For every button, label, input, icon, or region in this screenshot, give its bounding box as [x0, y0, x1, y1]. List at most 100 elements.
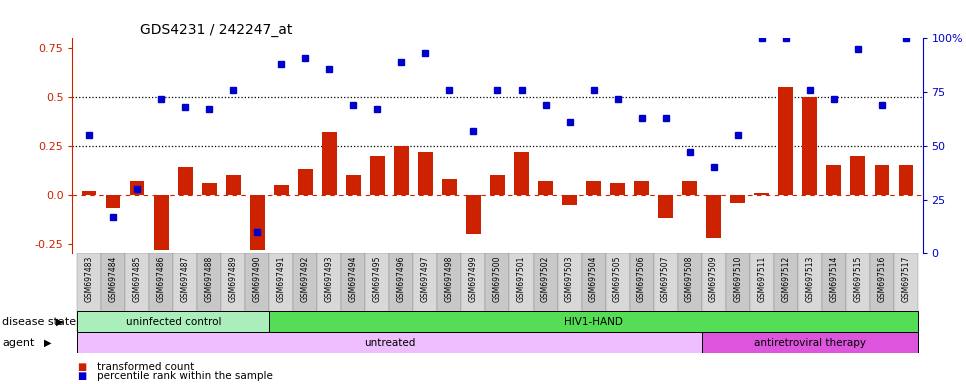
- Bar: [750, 253, 774, 332]
- Text: GSM697495: GSM697495: [373, 256, 382, 302]
- Text: ■: ■: [77, 362, 87, 372]
- Bar: [106, 195, 121, 209]
- Text: GSM697515: GSM697515: [853, 256, 863, 302]
- Bar: [706, 195, 721, 238]
- Bar: [677, 253, 701, 332]
- Bar: [226, 175, 241, 195]
- Bar: [635, 181, 649, 195]
- Bar: [630, 253, 654, 332]
- Text: GSM697502: GSM697502: [541, 256, 550, 302]
- Bar: [346, 175, 360, 195]
- Text: GSM697497: GSM697497: [421, 256, 430, 302]
- Text: GSM697488: GSM697488: [205, 256, 213, 302]
- Text: untreated: untreated: [364, 338, 415, 348]
- Bar: [606, 253, 630, 332]
- Bar: [898, 166, 913, 195]
- Bar: [654, 253, 677, 332]
- Text: GSM697496: GSM697496: [397, 256, 406, 302]
- Bar: [582, 253, 606, 332]
- Bar: [250, 195, 265, 250]
- Bar: [370, 156, 384, 195]
- Bar: [514, 152, 528, 195]
- Bar: [202, 183, 216, 195]
- Bar: [130, 181, 145, 195]
- Bar: [245, 253, 270, 332]
- Bar: [827, 166, 840, 195]
- Text: GSM697487: GSM697487: [181, 256, 189, 302]
- Text: GSM697505: GSM697505: [613, 256, 622, 302]
- Text: GSM697484: GSM697484: [109, 256, 118, 302]
- Bar: [150, 253, 173, 332]
- Text: GSM697513: GSM697513: [806, 256, 814, 302]
- Text: HIV1-HAND: HIV1-HAND: [564, 316, 623, 327]
- Bar: [413, 253, 438, 332]
- Text: GSM697510: GSM697510: [733, 256, 742, 302]
- Text: transformed count: transformed count: [97, 362, 194, 372]
- Bar: [730, 195, 745, 203]
- Bar: [725, 253, 750, 332]
- Bar: [270, 311, 918, 332]
- Text: uninfected control: uninfected control: [126, 316, 221, 327]
- Bar: [467, 195, 481, 234]
- Text: GSM697492: GSM697492: [300, 256, 310, 302]
- Bar: [894, 253, 918, 332]
- Bar: [798, 253, 822, 332]
- Bar: [77, 332, 701, 353]
- Text: GSM697500: GSM697500: [493, 256, 502, 302]
- Text: percentile rank within the sample: percentile rank within the sample: [97, 371, 272, 381]
- Bar: [77, 253, 101, 332]
- Bar: [491, 175, 504, 195]
- Bar: [298, 169, 313, 195]
- Bar: [270, 253, 294, 332]
- Bar: [538, 181, 553, 195]
- Text: GSM697504: GSM697504: [589, 256, 598, 302]
- Bar: [754, 193, 769, 195]
- Bar: [126, 253, 150, 332]
- Text: GSM697493: GSM697493: [325, 256, 334, 302]
- Bar: [365, 253, 389, 332]
- Bar: [557, 253, 582, 332]
- Bar: [438, 253, 462, 332]
- Text: GSM697491: GSM697491: [277, 256, 286, 302]
- Text: GSM697486: GSM697486: [156, 256, 166, 302]
- Bar: [509, 253, 533, 332]
- Bar: [318, 253, 341, 332]
- Bar: [682, 181, 696, 195]
- Bar: [418, 152, 433, 195]
- Bar: [101, 253, 126, 332]
- Bar: [845, 253, 869, 332]
- Text: GSM697483: GSM697483: [85, 256, 94, 302]
- Bar: [389, 253, 413, 332]
- Bar: [155, 195, 168, 250]
- Text: GDS4231 / 242247_at: GDS4231 / 242247_at: [140, 23, 293, 37]
- Text: antiretroviral therapy: antiretroviral therapy: [753, 338, 866, 348]
- Bar: [779, 87, 793, 195]
- Bar: [82, 191, 97, 195]
- Bar: [221, 253, 245, 332]
- Text: GSM697501: GSM697501: [517, 256, 526, 302]
- Text: GSM697494: GSM697494: [349, 256, 358, 302]
- Text: GSM697507: GSM697507: [661, 256, 670, 302]
- Text: GSM697490: GSM697490: [253, 256, 262, 302]
- Text: GSM697489: GSM697489: [229, 256, 238, 302]
- Bar: [394, 146, 409, 195]
- Bar: [803, 97, 817, 195]
- Bar: [774, 253, 798, 332]
- Text: GSM697498: GSM697498: [445, 256, 454, 302]
- Text: GSM697511: GSM697511: [757, 256, 766, 302]
- Text: GSM697514: GSM697514: [829, 256, 838, 302]
- Bar: [659, 195, 672, 218]
- Bar: [850, 156, 865, 195]
- Text: GSM697506: GSM697506: [637, 256, 646, 302]
- Bar: [341, 253, 365, 332]
- Bar: [874, 166, 889, 195]
- Bar: [77, 311, 270, 332]
- Text: GSM697485: GSM697485: [132, 256, 142, 302]
- Bar: [486, 253, 509, 332]
- Bar: [586, 181, 601, 195]
- Text: agent: agent: [2, 338, 35, 348]
- Bar: [701, 332, 918, 353]
- Text: GSM697516: GSM697516: [877, 256, 886, 302]
- Bar: [442, 179, 457, 195]
- Bar: [611, 183, 625, 195]
